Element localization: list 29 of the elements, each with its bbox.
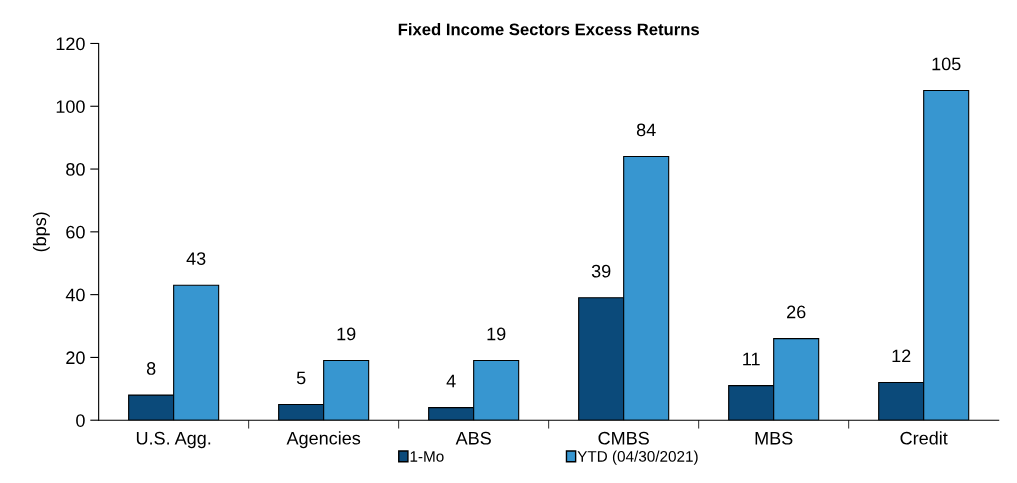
x-tick-label: MBS (755, 431, 793, 445)
data-label: 11 (743, 352, 760, 366)
data-label: 84 (636, 123, 656, 137)
y-tick-label: 0 (76, 414, 85, 427)
y-tick-label: 80 (66, 162, 85, 176)
x-tick-label: Agencies (286, 431, 361, 449)
y-axis-title: (bps) (32, 212, 50, 252)
data-label: 4 (446, 374, 456, 388)
data-label: 26 (787, 305, 806, 319)
x-tick-label: U.S. Agg. (136, 431, 211, 449)
x-tick-label: CMBS (598, 431, 649, 445)
data-label: 12 (892, 349, 911, 363)
y-tick-label: 40 (65, 288, 85, 302)
y-tick-label: 60 (66, 225, 85, 239)
chart-title: Fixed Income Sectors Excess Returns (398, 23, 699, 36)
y-tick-label: 100 (56, 100, 85, 113)
data-label: 105 (932, 57, 961, 71)
data-label: 5 (296, 371, 306, 385)
x-tick-label: Credit (900, 431, 948, 445)
legend-label: YTD (04/30/2021) (577, 450, 698, 465)
data-label: 8 (146, 362, 156, 375)
legend-label: 1-Mo (410, 451, 444, 462)
y-tick-label: 20 (66, 351, 85, 365)
y-tick-label: 120 (56, 37, 85, 51)
x-tick-label: ABS (455, 431, 491, 445)
data-label: 19 (337, 327, 356, 341)
data-label: 19 (487, 327, 506, 341)
data-label: 39 (591, 264, 611, 278)
data-label: 43 (186, 252, 206, 265)
